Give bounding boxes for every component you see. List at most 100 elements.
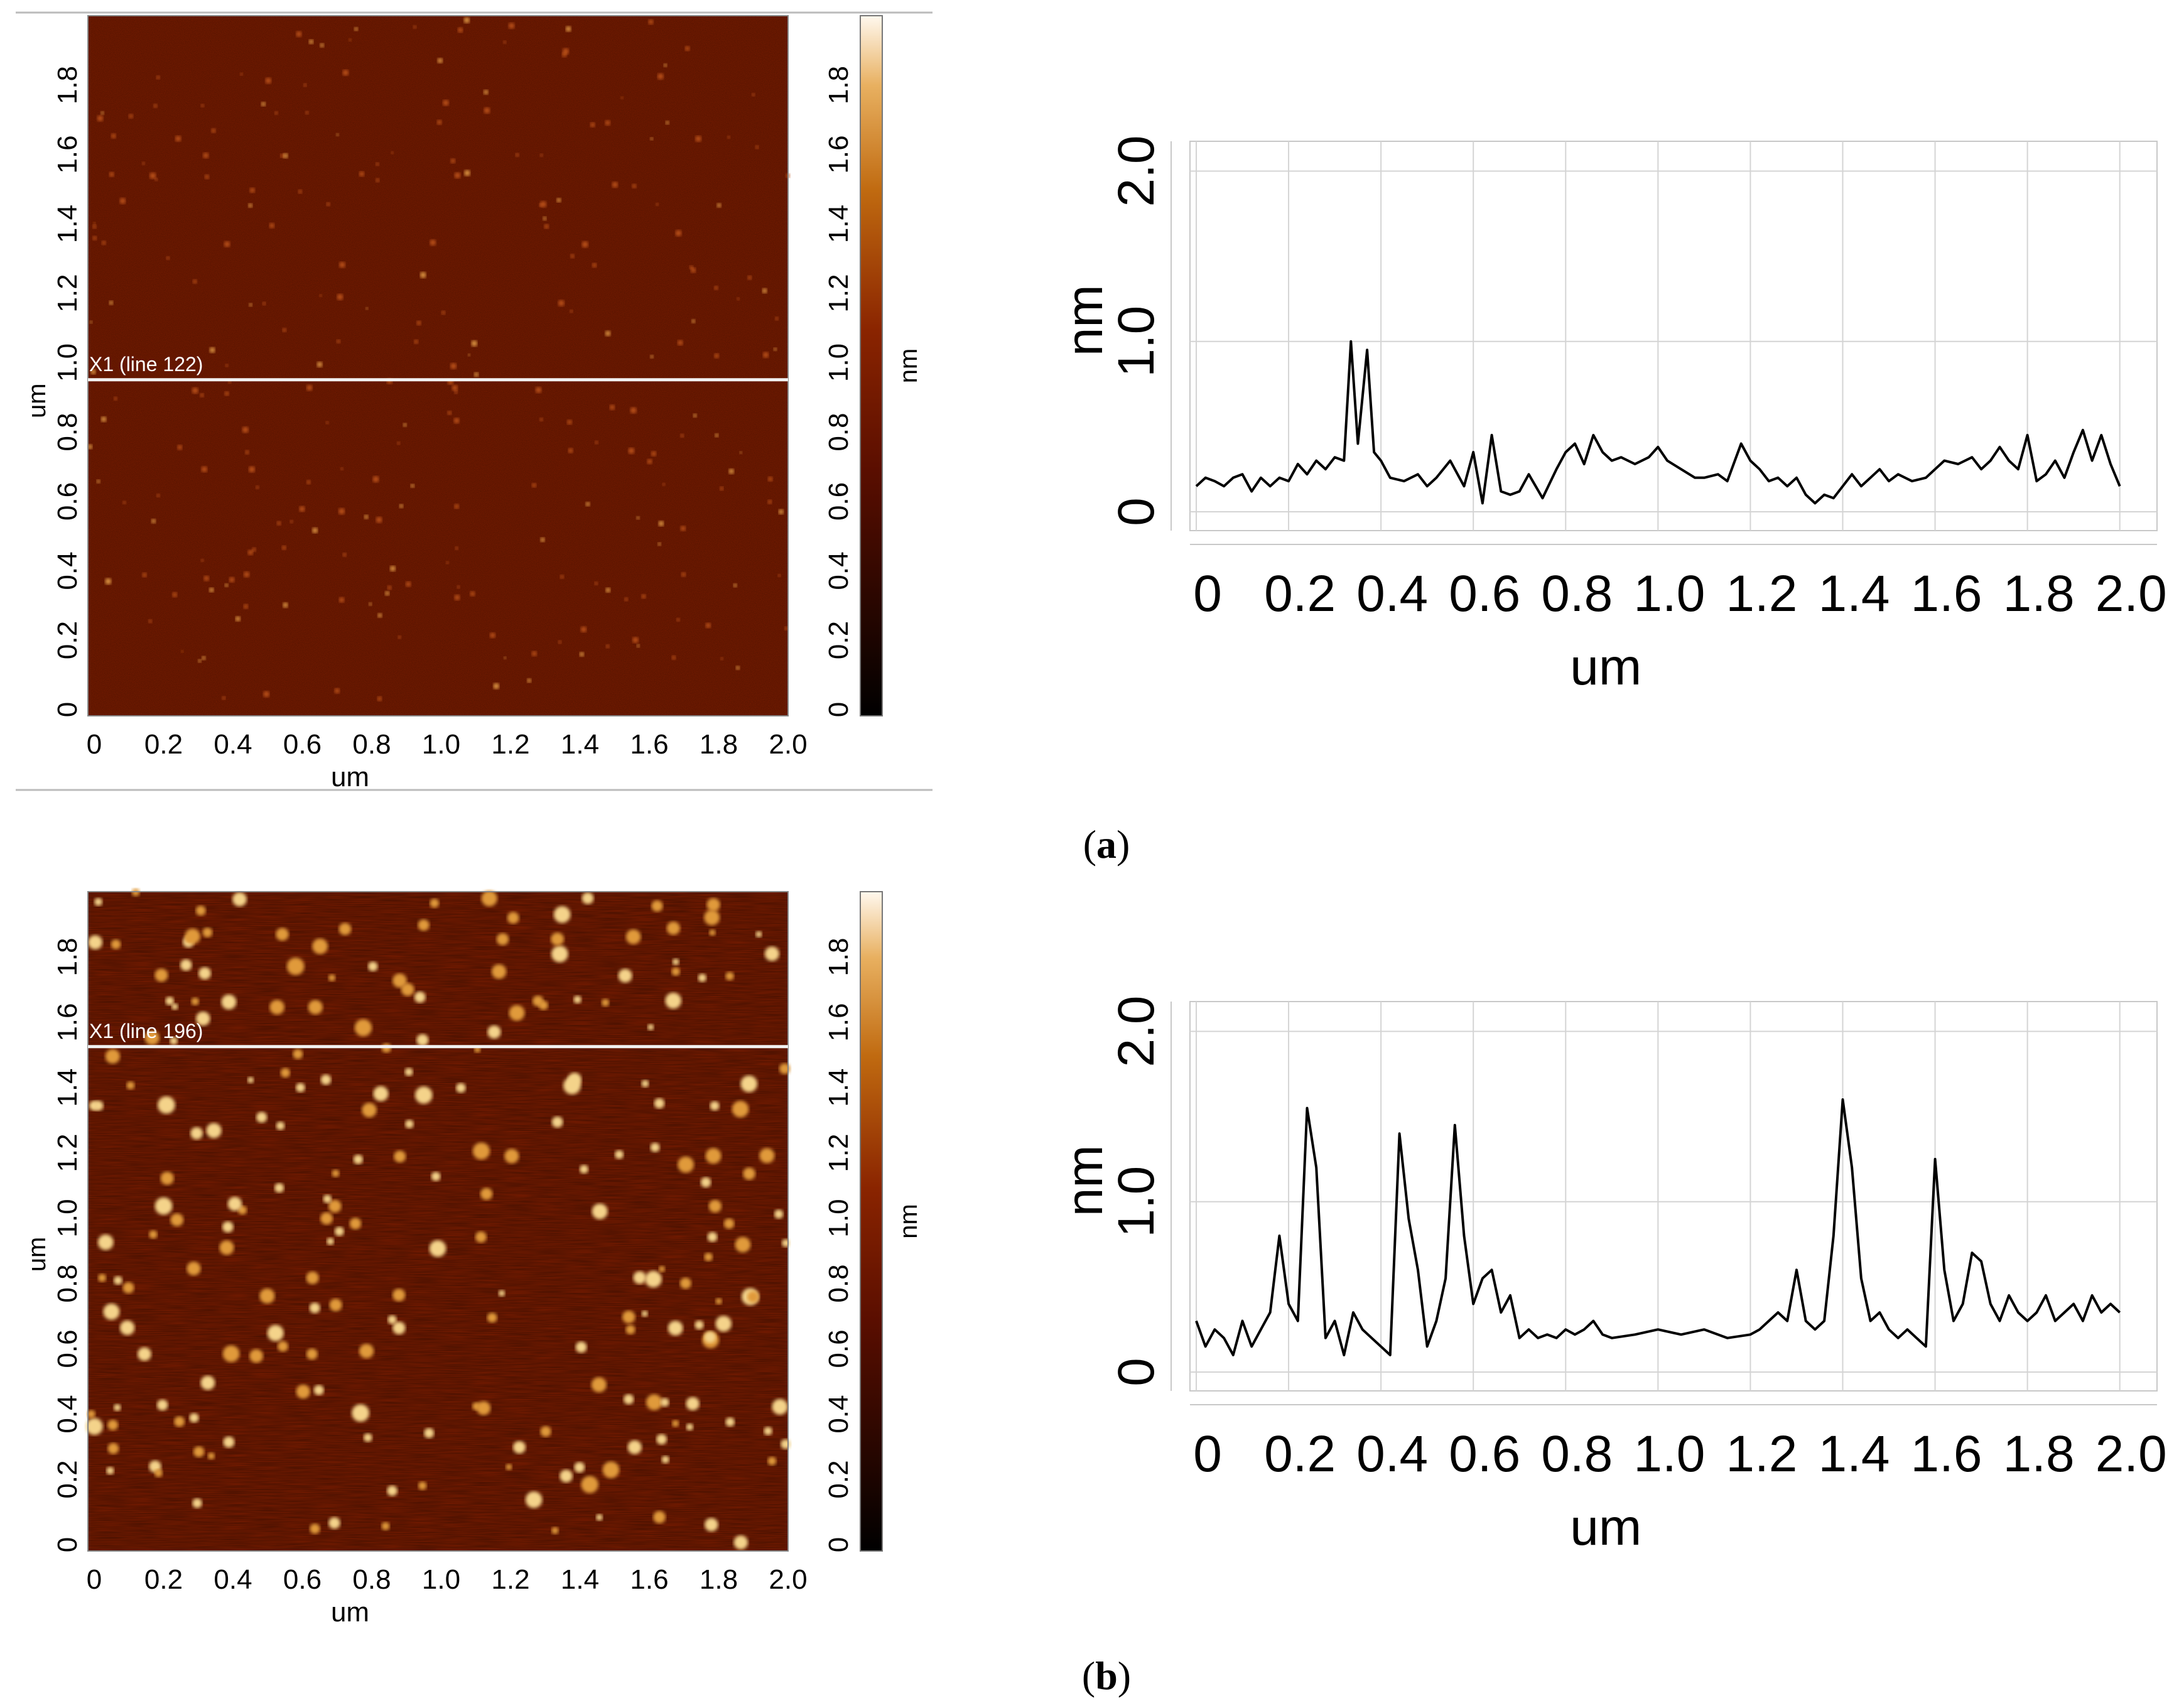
y-tick-label: 1.4 xyxy=(52,1068,83,1106)
afm-particle xyxy=(735,666,740,670)
afm-particle xyxy=(657,542,661,546)
afm-particle xyxy=(630,407,637,414)
x-tick-label: 0 xyxy=(1193,565,1222,622)
afm-particle xyxy=(202,656,206,660)
y-axis-label: um xyxy=(23,1237,51,1272)
y-tick-label: 1.2 xyxy=(52,1133,83,1172)
afm-particle xyxy=(98,1273,107,1282)
colorbar-tick-label: 1.0 xyxy=(823,343,854,382)
afm-particle xyxy=(504,1149,519,1164)
afm-particle xyxy=(219,1240,234,1255)
afm-particle xyxy=(509,1005,525,1021)
afm-particle xyxy=(306,384,313,391)
afm-particle xyxy=(222,1345,240,1363)
x-tick-label: 1.8 xyxy=(2003,1425,2075,1483)
colorbar-tick-label: 1.8 xyxy=(823,938,854,976)
colorbar-label: nm xyxy=(895,1204,922,1239)
afm-particle xyxy=(540,537,545,543)
afm-particle xyxy=(289,520,293,524)
afm-particle xyxy=(85,1418,103,1435)
afm-particle xyxy=(221,994,237,1010)
afm-particle xyxy=(525,1491,543,1508)
y-tick-label: 1.6 xyxy=(52,135,83,173)
x-axis-label: um xyxy=(1570,639,1641,696)
afm-particle xyxy=(680,526,686,531)
afm-particle xyxy=(90,369,96,375)
afm-particle xyxy=(201,466,207,472)
afm-particle xyxy=(553,906,571,923)
x-tick-label: 1.4 xyxy=(1818,1425,1890,1483)
afm-particle xyxy=(625,929,641,944)
afm-particle xyxy=(149,172,156,179)
afm-particle xyxy=(404,1068,413,1076)
afm-particle xyxy=(672,958,679,966)
afm-particle xyxy=(653,1511,666,1523)
afm-particle xyxy=(365,307,369,310)
afm-particle xyxy=(109,300,114,305)
panel-caption: (b) xyxy=(1082,1653,1131,1698)
afm-particle xyxy=(200,393,204,397)
afm-particle xyxy=(705,1148,722,1164)
afm-particle xyxy=(743,1167,755,1181)
afm-particle xyxy=(211,128,216,133)
afm-particle xyxy=(739,451,742,454)
afm-particle xyxy=(622,1311,635,1324)
afm-particle xyxy=(392,1289,406,1302)
afm-particle xyxy=(458,27,463,33)
afm-particle xyxy=(229,577,235,583)
afm-particle xyxy=(704,1253,713,1262)
afm-particle xyxy=(453,418,460,424)
afm-particle xyxy=(636,516,640,520)
x-tick-label: 1.0 xyxy=(422,729,460,760)
x-tick-label: 1.2 xyxy=(491,729,529,760)
afm-particle xyxy=(243,604,249,609)
afm-particle xyxy=(447,411,452,415)
afm-particle xyxy=(259,1288,275,1304)
afm-particle xyxy=(663,63,668,67)
afm-particle xyxy=(149,1230,158,1239)
height-profile-chart: 0 0.2 0.4 0.6 0.8 1.0 1.2 1.4 1.6 1.8 2.0 um 0 1.0 2.0… xyxy=(1056,996,2167,1557)
afm-particle xyxy=(312,527,318,534)
afm-particle xyxy=(416,1034,429,1046)
afm-particle xyxy=(605,120,610,126)
afm-particle xyxy=(405,1120,414,1128)
afm-particle xyxy=(764,946,779,961)
afm-particle xyxy=(755,931,762,938)
afm-particle xyxy=(705,622,711,629)
afm-particle xyxy=(515,153,519,157)
colorbar-tick-label: 1.6 xyxy=(823,1003,854,1041)
afm-particle xyxy=(551,932,565,946)
afm-particle xyxy=(715,1298,722,1305)
afm-particle xyxy=(680,434,684,438)
afm-particle xyxy=(676,618,680,622)
afm-particle xyxy=(704,909,720,926)
afm-particle xyxy=(148,619,152,624)
afm-particle xyxy=(262,301,266,306)
afm-particle xyxy=(336,133,339,136)
afm-particle xyxy=(424,1428,435,1439)
afm-particle xyxy=(364,514,369,519)
afm-particle xyxy=(185,928,201,944)
afm-particle xyxy=(560,1469,573,1483)
x-tick-label: 0.2 xyxy=(1264,1425,1336,1483)
x-tick-label: 2.0 xyxy=(769,1564,807,1595)
afm-particle xyxy=(551,1527,559,1535)
colorbar-tick-label: 0 xyxy=(823,702,854,717)
afm-particle xyxy=(111,133,116,139)
afm-particle xyxy=(693,413,697,418)
afm-particle xyxy=(154,1197,173,1215)
afm-particle xyxy=(709,929,716,936)
afm-particle xyxy=(633,1271,647,1284)
afm-particle xyxy=(659,1265,666,1272)
x-tick-label: 0.2 xyxy=(144,1564,183,1595)
y-tick-label: 0.6 xyxy=(52,482,83,521)
panel-caption: (a) xyxy=(1083,822,1130,867)
afm-particle xyxy=(281,545,286,550)
afm-particle xyxy=(88,935,103,950)
afm-particle xyxy=(691,319,696,323)
afm-particle xyxy=(342,69,349,76)
afm-particle xyxy=(651,451,656,457)
afm-particle xyxy=(397,441,401,445)
afm-particle xyxy=(339,262,345,268)
afm-particle xyxy=(592,1203,608,1219)
